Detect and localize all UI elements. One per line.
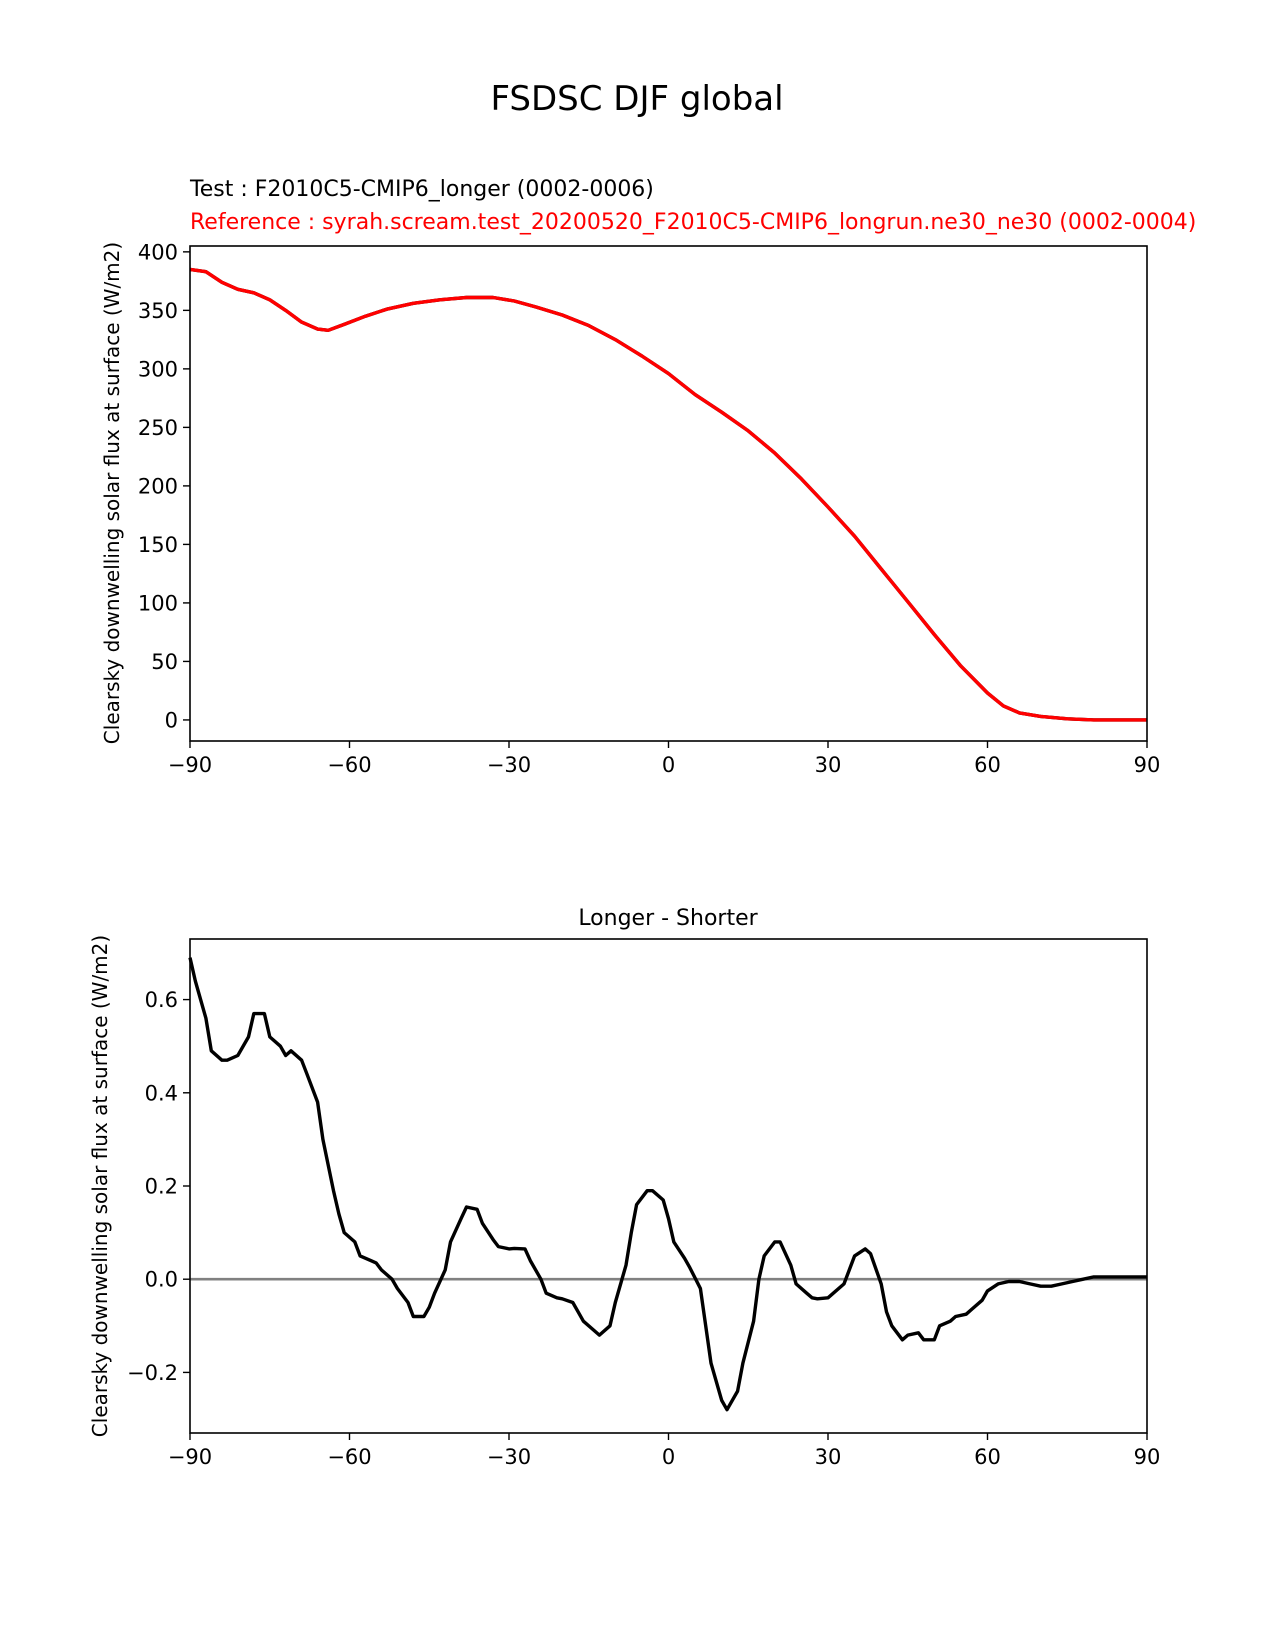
top-series-line-0 [189,267,1147,722]
top-y-tick-label: 0 [165,708,178,732]
top-x-tick-label: −30 [487,753,531,777]
top-y-tick-label: 150 [138,533,178,557]
top-x-tick-label: 0 [662,753,675,777]
reference-subtitle: Reference : syrah.scream.test_20200520_F… [190,210,1196,235]
bottom-y-tick-label: 0.4 [145,1081,178,1105]
bottom-title: Longer - Shorter [578,906,758,931]
top-y-tick-label: 250 [138,416,178,440]
top-x-tick-label: 90 [1134,753,1161,777]
top-x-tick-label: −60 [327,753,371,777]
bottom-y-tick-label: 0.0 [145,1268,178,1292]
bottom-x-tick-label: 30 [815,1445,842,1469]
bottom-y-axis-label: Clearsky downwelling solar flux at surfa… [88,935,112,1437]
top-x-tick-label: 60 [974,753,1001,777]
top-y-tick-label: 350 [138,299,178,323]
bottom-y-tick-label: 0.6 [145,988,178,1012]
bottom-y-tick-label: −0.2 [127,1361,178,1385]
top-y-tick-label: 400 [138,240,178,264]
panel-bottom-chart: Longer - Shorter −90 −60 −30 0 30 60 90 −0.2 0.… [88,906,1160,1469]
bottom-x-tick-label: 60 [974,1445,1001,1469]
top-y-tick-label: 200 [138,474,178,498]
bottom-x-tick-label: −30 [487,1445,531,1469]
top-y-tick-label: 300 [138,357,178,381]
bottom-x-tick-label: 0 [662,1445,675,1469]
top-y-tick-label: 50 [151,650,178,674]
top-series-line-1 [189,267,1147,722]
figure-title: FSDSC DJF global [490,79,783,119]
bottom-series-line-0 [188,957,1147,1412]
test-subtitle: Test : F2010C5-CMIP6_longer (0002-0006) [189,177,654,202]
bottom-x-tick-label: 90 [1134,1445,1161,1469]
top-x-tick-label: 30 [815,753,842,777]
panel-top-chart: Test : F2010C5-CMIP6_longer (0002-0006) … [100,177,1196,777]
bottom-x-tick-label: −60 [327,1445,371,1469]
top-x-tick-label: −90 [168,753,212,777]
bottom-y-tick-label: 0.2 [145,1175,178,1199]
bottom-x-tick-label: −90 [168,1445,212,1469]
top-plot-frame [189,245,1148,742]
top-y-tick-label: 100 [138,591,178,615]
top-y-axis-label: Clearsky downwelling solar flux at surfa… [100,242,124,744]
